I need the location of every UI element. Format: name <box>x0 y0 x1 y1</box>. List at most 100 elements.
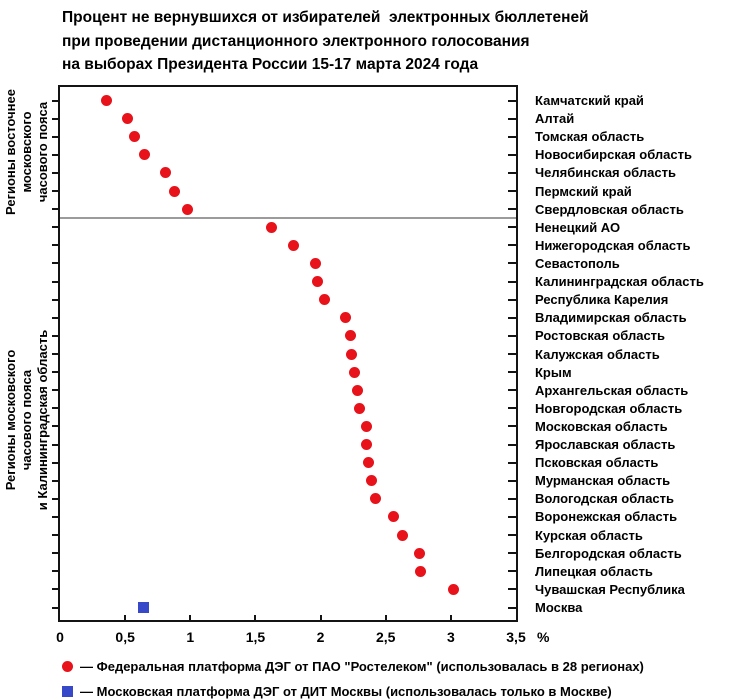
data-point-marker <box>351 384 363 396</box>
y-axis-tick-left <box>52 226 60 229</box>
data-point-marker <box>122 113 134 125</box>
x-tick-label: 3 <box>446 629 455 645</box>
chart-title-line-1: Процент не вернувшихся от избирателей эл… <box>62 9 589 26</box>
group-label-line: Регионы московского <box>3 349 18 491</box>
y-axis-tick-left <box>52 389 60 392</box>
y-axis-tick-left <box>52 443 60 446</box>
y-axis-tick-left <box>52 171 60 174</box>
x-axis-tick <box>384 615 387 620</box>
data-point-marker <box>312 276 324 288</box>
y-axis-tick-right <box>508 208 516 211</box>
region-label: Белгородская область <box>535 545 682 561</box>
region-label: Челябинская область <box>535 165 676 181</box>
data-point-marker <box>287 239 299 251</box>
region-label: Севастополь <box>535 255 620 271</box>
y-axis-tick-left <box>52 280 60 283</box>
y-axis-tick-left <box>52 371 60 374</box>
y-axis-tick-right <box>508 135 516 138</box>
y-axis-tick-right <box>508 334 516 337</box>
y-axis-tick-left <box>52 190 60 193</box>
region-label: Архангельская область <box>535 382 689 398</box>
region-label: Ростовская область <box>535 328 666 344</box>
y-axis-tick-left <box>52 606 60 609</box>
y-axis-tick-right <box>508 389 516 392</box>
region-label: Воронежская область <box>535 509 678 525</box>
y-axis-tick-left <box>52 117 60 120</box>
data-point-marker <box>128 131 140 143</box>
region-label: Алтай <box>535 111 575 127</box>
y-axis-tick-right <box>508 552 516 555</box>
data-point-marker <box>160 167 172 179</box>
y-axis-tick-left <box>52 153 60 156</box>
y-axis-group-label-moscow-tz: Регионы московского часового пояса и Кал… <box>3 220 51 620</box>
data-point-marker <box>346 348 358 360</box>
y-axis-tick-left <box>52 135 60 138</box>
region-label: Свердловская область <box>535 201 684 217</box>
x-tick-label: 3,5 <box>506 629 526 645</box>
blue-square-icon <box>62 686 73 697</box>
x-axis-tick <box>124 615 127 620</box>
region-label: Камчатский край <box>535 93 644 108</box>
region-label: Нижегородская область <box>535 237 691 253</box>
data-point-marker <box>388 511 400 523</box>
group-label-line: часового пояса <box>19 369 34 471</box>
y-axis-tick-left <box>52 461 60 464</box>
y-axis-tick-right <box>508 353 516 355</box>
y-axis-tick-left <box>52 316 60 319</box>
legend-label: — Московская платформа ДЭГ от ДИТ Москвы… <box>80 684 612 699</box>
y-axis-tick-left <box>52 244 60 247</box>
y-axis-tick-right <box>508 479 516 482</box>
legend-label: — Федеральная платформа ДЭГ от ПАО "Рост… <box>80 659 644 674</box>
y-axis-tick-left <box>52 552 60 555</box>
y-axis-tick-left <box>52 407 60 410</box>
y-axis-tick-right <box>508 515 516 518</box>
data-point-marker <box>363 457 375 469</box>
region-label: Ненецкий АО <box>535 219 621 235</box>
y-axis-tick-right <box>508 280 516 283</box>
y-axis-tick-right <box>508 226 516 229</box>
region-label: Московская область <box>535 418 668 434</box>
data-point-marker <box>365 475 377 487</box>
x-axis-tick <box>189 615 192 620</box>
region-label: Томская область <box>535 129 645 145</box>
data-point-marker <box>339 312 351 324</box>
chart-title-line-3: на выборах Президента России 15-17 марта… <box>62 56 479 73</box>
y-axis-tick-right <box>508 588 516 591</box>
region-label: Чувашская Республика <box>535 581 685 597</box>
group-label-line: московского <box>19 111 34 193</box>
y-axis-tick-right <box>508 371 516 374</box>
y-axis-tick-right <box>508 497 516 500</box>
y-axis-tick-left <box>52 298 60 301</box>
group-label-line: часового пояса <box>35 101 50 203</box>
y-axis-tick-left <box>52 497 60 500</box>
section-divider-line <box>60 217 516 220</box>
y-axis-tick-left <box>52 515 60 518</box>
region-label: Липецкая область <box>535 563 653 579</box>
x-axis-unit-label: % <box>537 629 550 645</box>
y-axis-tick-left <box>52 334 60 337</box>
y-axis-tick-left <box>52 570 60 573</box>
data-point-marker <box>354 402 366 414</box>
chart-title-line-2: при проведении дистанционного электронно… <box>62 32 530 50</box>
x-axis-tick <box>449 615 452 620</box>
y-axis-tick-right <box>508 534 516 537</box>
region-label: Псковская область <box>535 455 659 471</box>
y-axis-tick-left <box>52 262 60 265</box>
x-tick-label: 1,5 <box>245 629 266 645</box>
y-axis-tick-right <box>508 153 516 156</box>
x-tick-label: 2 <box>316 629 325 645</box>
y-axis-tick-right <box>508 443 516 446</box>
y-axis-tick-right <box>508 407 516 410</box>
x-axis-tick <box>254 615 257 620</box>
group-label-line: Регионы восточнее <box>3 89 18 215</box>
y-axis-tick-right <box>508 298 516 301</box>
y-axis-tick-left <box>52 99 60 102</box>
x-tick-label: 1 <box>186 629 195 645</box>
region-label: Калининградская область <box>535 274 704 290</box>
y-axis-tick-right <box>508 570 516 573</box>
y-axis-tick-right <box>508 262 516 265</box>
data-point-marker <box>348 366 360 378</box>
y-axis-tick-left <box>52 208 60 211</box>
data-point-marker <box>137 602 149 613</box>
